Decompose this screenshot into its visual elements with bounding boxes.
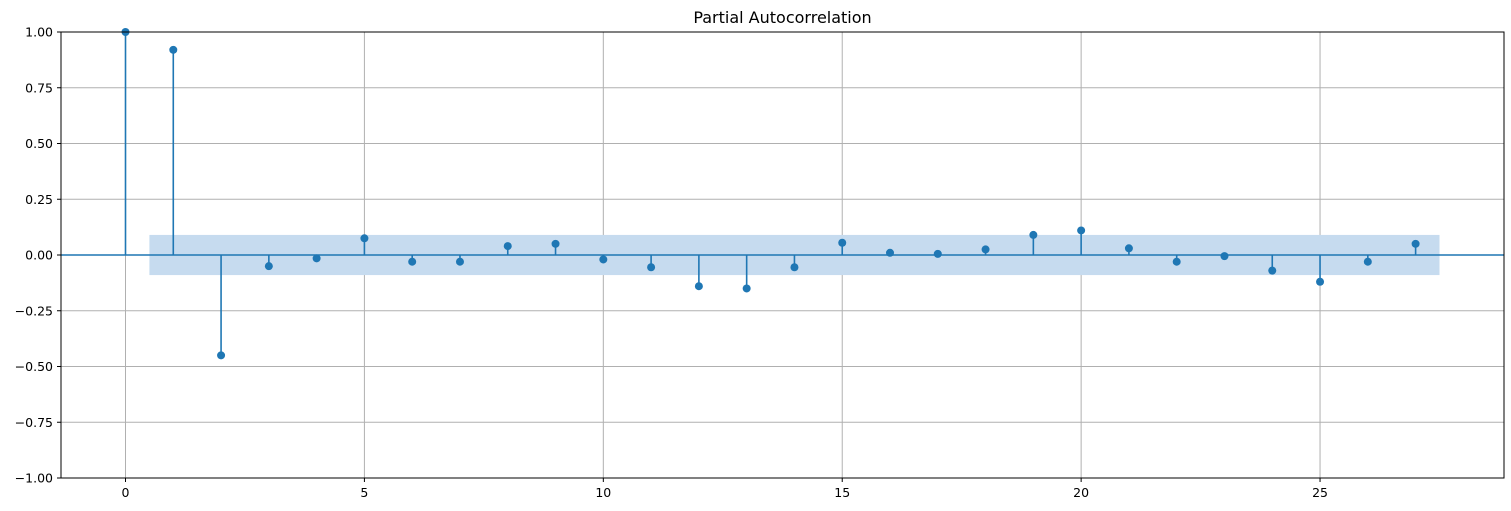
marker-lag-20 (1077, 226, 1086, 235)
y-tick-label: −0.75 (15, 415, 53, 430)
chart-title: Partial Autocorrelation (693, 8, 871, 27)
marker-lag-26 (1363, 257, 1372, 266)
marker-lag-13 (742, 284, 751, 293)
y-tick-label: 0.75 (25, 80, 53, 95)
marker-lag-23 (1220, 252, 1229, 261)
marker-lag-15 (838, 238, 847, 247)
marker-lag-27 (1411, 239, 1420, 248)
marker-lag-5 (360, 234, 369, 243)
x-tick-label: 15 (834, 485, 850, 500)
marker-lag-12 (694, 282, 703, 291)
x-tick-label: 10 (595, 485, 611, 500)
marker-lag-9 (551, 239, 560, 248)
y-tick-label: −0.25 (15, 303, 53, 318)
marker-lag-21 (1124, 244, 1133, 253)
marker-lag-11 (647, 263, 656, 272)
marker-lag-8 (503, 242, 512, 251)
x-tick-label: 5 (360, 485, 368, 500)
x-tick-label: 20 (1073, 485, 1089, 500)
markers-layer (121, 28, 1420, 360)
marker-lag-19 (1029, 230, 1038, 239)
x-tick-label: 25 (1312, 485, 1328, 500)
marker-lag-2 (217, 351, 226, 360)
y-tick-label: 0.00 (25, 248, 53, 263)
marker-lag-3 (264, 262, 273, 271)
marker-lag-4 (312, 254, 321, 263)
y-tick-label: 1.00 (25, 25, 53, 40)
y-tick-label: −1.00 (15, 471, 53, 486)
marker-lag-7 (455, 257, 464, 266)
stems-layer (124, 32, 1417, 356)
y-tick-label: 0.25 (25, 192, 53, 207)
marker-lag-6 (408, 257, 417, 266)
marker-lag-16 (886, 248, 895, 257)
x-axis-ticks: 0 5 10 15 20 25 (122, 478, 1328, 500)
y-axis-ticks: −1.00 −0.75 −0.50 −0.25 0.00 0.25 0.50 0.75 1.00 (15, 25, 61, 486)
y-tick-label: −0.50 (15, 359, 53, 374)
marker-lag-22 (1172, 257, 1181, 266)
marker-lag-17 (933, 249, 942, 258)
marker-lag-10 (599, 255, 608, 264)
marker-lag-18 (981, 245, 990, 254)
y-tick-label: 0.50 (25, 136, 53, 151)
marker-lag-25 (1316, 277, 1325, 286)
marker-lag-24 (1268, 266, 1277, 275)
marker-lag-14 (790, 263, 799, 272)
x-tick-label: 0 (122, 485, 130, 500)
marker-lag-1 (169, 45, 178, 54)
